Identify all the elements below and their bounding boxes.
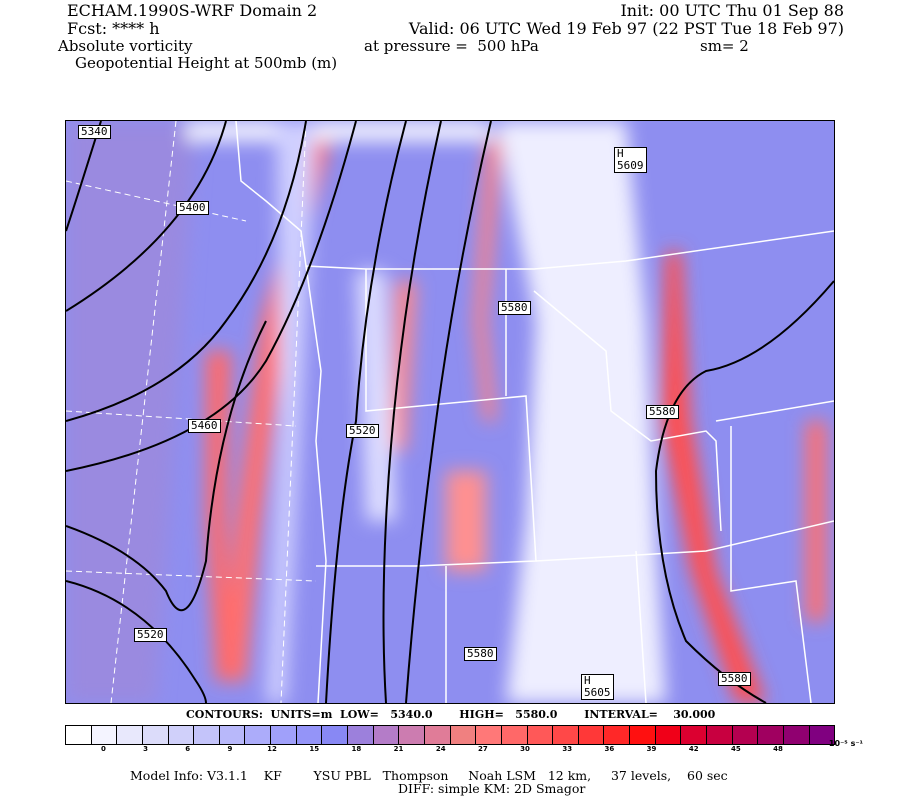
colorbar-swatch [348, 726, 374, 744]
contour-label: 5520 [346, 424, 379, 438]
colorbar-swatch [194, 726, 220, 744]
colorbar-swatch [245, 726, 272, 744]
state-border [715, 400, 834, 422]
low-vorticity-region [496, 121, 666, 703]
colorbar-swatch [681, 726, 708, 744]
colorbar-swatch [117, 726, 143, 744]
init-time: Init: 00 UTC Thu 01 Sep 88 [620, 1, 844, 20]
contour-label: 5460 [188, 419, 221, 433]
colorbar-swatch [655, 726, 682, 744]
colorbar-swatch [476, 726, 502, 744]
colorbar-tick-label: 9 [227, 745, 233, 753]
colorbar-tick-label: 12 [267, 745, 277, 753]
colorbar-swatch [630, 726, 656, 744]
colorbar [65, 725, 835, 745]
colorbar-swatch [91, 726, 118, 744]
forecast-hour: Fcst: **** h [67, 19, 160, 38]
colorbar-tick-label: 39 [646, 745, 657, 753]
model-info: Model Info: V3.1.1 KF YSU PBL Thompson N… [130, 768, 728, 783]
colorbar-units: 10⁻⁵ s⁻¹ [828, 739, 864, 748]
colorbar-swatch [578, 726, 605, 744]
state-border [535, 520, 834, 562]
colorbar-swatch [168, 726, 195, 744]
high-center-label: H 5609 [614, 147, 647, 173]
vorticity-band [206, 351, 236, 681]
pacific-coastline [305, 265, 327, 703]
contour-label: 5580 [646, 405, 679, 419]
graticule [66, 121, 317, 703]
contour-label: 5580 [464, 647, 497, 661]
colorbar-swatch [142, 726, 169, 744]
colorbar-swatch [271, 726, 297, 744]
colorbar-tick-label: 36 [604, 745, 615, 753]
contour-label: 5580 [498, 301, 531, 315]
colorbar-swatch [450, 726, 477, 744]
colorbar-swatch [322, 726, 349, 744]
height-contours [66, 121, 834, 703]
colorbar-tick-label: 27 [478, 745, 488, 753]
colorbar-swatch [219, 726, 246, 744]
colorbar-swatch [553, 726, 579, 744]
colorbar-swatch [373, 726, 400, 744]
colorbar-swatch [399, 726, 425, 744]
smoothing: sm= 2 [700, 37, 749, 55]
high-letter: H [584, 674, 591, 687]
colorbar-tick-label: 6 [185, 745, 191, 753]
colorbar-swatch [296, 726, 323, 744]
political-boundaries [235, 121, 834, 703]
colorbar-tick-label: 3 [143, 745, 148, 753]
colorbar-swatch [66, 726, 92, 744]
colorbar-swatch [732, 726, 759, 744]
colorbar-tick-label: 18 [351, 745, 362, 753]
map-plot: 5340 5400 5460 5520 5520 5580 5580 5580 … [65, 120, 835, 704]
colorbar-swatch [783, 726, 810, 744]
overlay-field-name: Geopotential Height at 500mb (m) [75, 54, 338, 72]
vorticity-band [226, 141, 331, 681]
diffusion-info: DIFF: simple KM: 2D Smagor [398, 781, 586, 796]
colorbar-swatch [501, 726, 528, 744]
colorbar-swatch [424, 726, 451, 744]
contour-label: 5340 [78, 125, 111, 139]
high-value: 5609 [617, 159, 644, 172]
colorbar-swatch [707, 726, 733, 744]
colorbar-swatch [809, 726, 835, 744]
colorbar-swatch [527, 726, 554, 744]
colorbar-tick-label: 48 [773, 745, 783, 753]
valid-time: Valid: 06 UTC Wed 19 Feb 97 (22 PST Tue … [408, 19, 844, 38]
high-letter: H [617, 147, 624, 160]
colorbar-swatch [604, 726, 631, 744]
colorbar-tick-label: 42 [688, 745, 699, 753]
colorbar-tick-label: 33 [562, 745, 573, 753]
colorbar-swatch [758, 726, 784, 744]
field-name: Absolute vorticity [58, 37, 193, 55]
colorbar-tick-label: 0 [100, 745, 106, 753]
colorbar-tick-label: 15 [309, 745, 320, 753]
state-border [316, 269, 537, 567]
contour-label: 5580 [718, 672, 751, 686]
contour-info: CONTOURS: UNITS=m LOW= 5340.0 HIGH= 5580… [186, 708, 716, 721]
colorbar-tick-label: 21 [393, 745, 404, 753]
vorticity-band [661, 251, 766, 703]
plot-title: ECHAM.1990S-WRF Domain 2 [67, 1, 318, 20]
high-center-label: H 5605 [581, 674, 614, 700]
vorticity-field [66, 121, 834, 703]
pressure-level: at pressure = 500 hPa [364, 37, 539, 55]
colorbar-tick-label: 24 [435, 745, 446, 753]
colorbar-tick-label: 45 [730, 745, 741, 753]
contour-label: 5400 [176, 201, 209, 215]
state-border [635, 550, 647, 703]
contour-label: 5520 [134, 628, 167, 642]
state-border [730, 426, 812, 703]
state-border [533, 290, 722, 532]
colorbar-tick-label: 30 [520, 745, 530, 753]
high-value: 5605 [584, 686, 611, 699]
